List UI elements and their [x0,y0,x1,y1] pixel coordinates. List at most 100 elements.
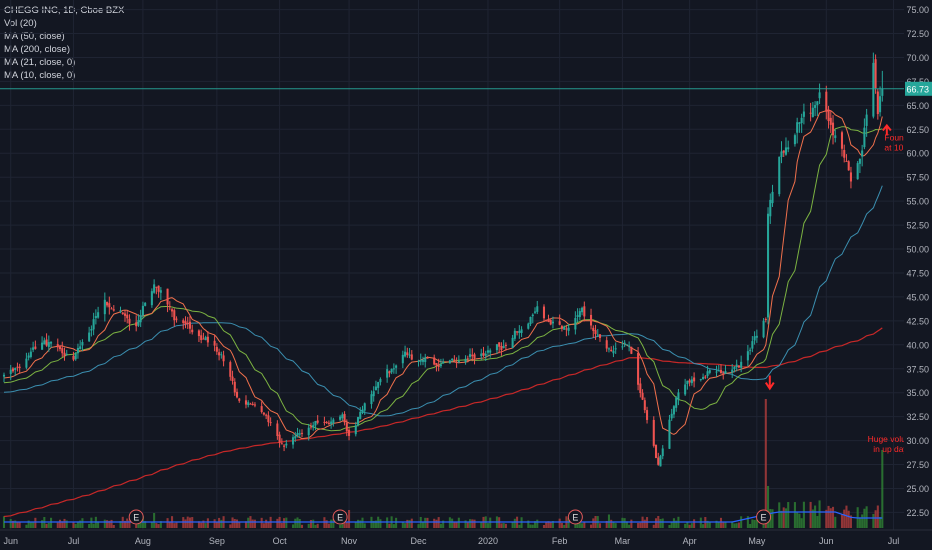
x-tick-label: Apr [683,536,697,546]
volume-bar [670,521,673,528]
candle-body [135,322,138,327]
volume-bar [778,502,781,528]
candle-body [702,376,705,380]
x-tick-label: Jun [819,536,834,546]
candle-body [621,346,624,348]
candle-body [278,434,281,443]
volume-bar [139,521,142,528]
volume-bar [235,519,239,528]
candle-body [533,311,537,313]
volume-bar [825,509,828,528]
candle-body [576,315,579,317]
volume-bar [410,518,413,528]
legend-ma10[interactable]: MA (10, close, 0) [4,70,76,81]
volume-bar [858,517,861,528]
candle-body [722,373,725,375]
volume-bar [233,519,236,528]
candle-body [421,359,425,362]
volume-bar [879,517,882,528]
candle-body [197,330,200,337]
volume-bar [811,509,814,528]
earnings-marker[interactable] [756,509,772,525]
earnings-marker[interactable] [332,509,348,525]
volume-bar [309,519,312,528]
candle-body [79,346,82,350]
y-tick-label: 47.50 [906,268,929,278]
candle-body [410,354,413,360]
candle-body [733,366,736,370]
volume-bar [782,507,785,528]
volume-bar [300,524,304,528]
volume-bar [276,518,279,528]
earnings-marker[interactable] [128,509,144,525]
y-tick-label: 42.50 [906,316,929,326]
volume-bar [135,524,138,528]
candle-body [184,321,187,325]
candle-body [388,371,391,374]
ma50-line [3,185,883,417]
volume-bar [755,519,758,528]
candle-body [126,314,129,319]
volume-bar [298,518,301,528]
candle-body [598,334,602,338]
volume-bar [442,520,445,528]
legend-ma50[interactable]: MA (50, close) [4,31,65,42]
legend-symbol[interactable]: CHEGG INC, 1D, Cboe BZX [4,5,125,16]
candle-body [330,421,333,425]
volume-bar [722,522,725,528]
legend-ma200[interactable]: MA (200, close) [4,44,70,55]
last-price-tag[interactable] [905,81,932,96]
ma10-line [3,109,883,440]
candle-body [704,376,707,378]
candle-body [484,353,487,356]
candle-body [724,371,727,374]
volume-bar [672,518,675,528]
volume-bar [41,520,44,528]
volume-bar [793,502,796,528]
candle-body [708,370,711,373]
volume-bar [74,523,77,528]
x-tick-label: Feb [552,536,568,546]
legend-ma21[interactable]: MA (21, close, 0) [4,57,76,68]
candle-body [50,341,53,344]
candle-body [110,308,113,310]
volume-bar [706,520,709,528]
volume-bar [345,522,348,528]
candle-body [372,391,375,397]
candle-body [825,91,828,112]
earnings-marker[interactable] [567,509,583,525]
candle-body [247,402,250,406]
candle-body [849,172,852,182]
volume-bar [547,521,550,528]
volume-bar [204,523,207,528]
candle-body [222,355,225,362]
earnings-label: E [572,513,578,523]
candle-body [874,59,877,89]
candle-body [32,347,35,350]
candle-body [401,354,404,364]
volume-bar [29,521,32,528]
volume-bar [849,515,852,528]
volume-bar [455,521,458,528]
candle-body [661,448,664,457]
volume-bar [724,521,727,528]
candle-body [137,320,140,326]
volume-bar [280,522,283,528]
volume-bar [126,518,129,528]
volume-bar [285,517,288,528]
candle-body [426,357,429,359]
volume-bar [312,519,315,528]
volume-bar [471,519,474,528]
volume-bar [802,501,805,528]
candle-body [121,312,124,315]
candle-body [332,419,335,424]
candle-body [186,322,189,324]
volume-bar [628,524,631,528]
y-tick-label: 50.00 [906,245,929,255]
legend-volume[interactable]: Vol (20) [4,18,37,29]
y-tick-label: 32.50 [906,412,929,422]
volume-bar [18,522,21,528]
volume-bar [175,522,178,528]
candle-body [746,351,749,361]
